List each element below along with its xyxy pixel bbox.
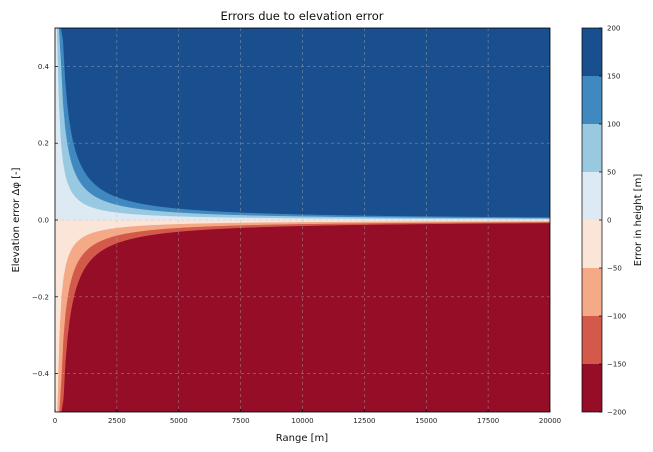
colorbar-swatch (582, 220, 602, 268)
y-tick-label: −0.4 (32, 370, 50, 378)
colorbar-tick-label: −100 (607, 313, 626, 321)
x-tick-label: 7500 (232, 417, 250, 425)
x-tick-label: 12500 (353, 417, 375, 425)
colorbar-swatch (582, 124, 602, 172)
colorbar-tick-label: 50 (607, 169, 616, 177)
colorbar-swatch (582, 268, 602, 316)
x-axis-ticks: 0 2500 5000 7500 10000 12500 15000 17500 20000 (53, 409, 561, 425)
x-tick-label: 2500 (108, 417, 126, 425)
y-tick-label: 0.0 (38, 217, 49, 225)
colorbar-tick-label: 200 (607, 25, 620, 33)
colorbar-tick-label: −200 (607, 409, 626, 417)
y-axis-ticks: −0.4 −0.2 0.0 0.2 0.4 (32, 63, 58, 378)
y-tick-label: 0.2 (38, 140, 49, 148)
colorbar-swatch (582, 172, 602, 220)
colorbar-swatch (582, 28, 602, 76)
colorbar-swatch (582, 364, 602, 412)
x-tick-label: 15000 (415, 417, 437, 425)
y-tick-label: −0.2 (32, 293, 49, 301)
colorbar-tick-label: 0 (607, 217, 611, 225)
contour-band (55, 28, 550, 218)
x-tick-label: 17500 (477, 417, 499, 425)
grid-lines (55, 28, 550, 412)
colorbar-label: Error in height [m] (633, 174, 644, 267)
x-axis-label: Range [m] (276, 433, 329, 444)
colorbar-swatch (582, 76, 602, 124)
colorbar-tick-label: 150 (607, 73, 620, 81)
plot-area: 0 2500 5000 7500 10000 12500 15000 17500 20000 −… (32, 27, 561, 425)
x-tick-label: 5000 (170, 417, 188, 425)
x-tick-label: 10000 (291, 417, 313, 425)
colorbar-tick-label: −150 (607, 361, 626, 369)
x-tick-label: 0 (53, 417, 57, 425)
colorbar-swatch (582, 316, 602, 364)
colorbar: −200 −150 −100 −50 0 50 100 150 200 (581, 25, 626, 417)
colorbar-tick-label: −50 (607, 265, 622, 273)
x-tick-label: 20000 (539, 417, 561, 425)
y-tick-label: 0.4 (38, 63, 50, 71)
colorbar-tick-label: 100 (607, 121, 620, 129)
chart-title: Errors due to elevation error (221, 9, 384, 23)
y-axis-label: Elevation error Δφ [-] (11, 167, 22, 272)
